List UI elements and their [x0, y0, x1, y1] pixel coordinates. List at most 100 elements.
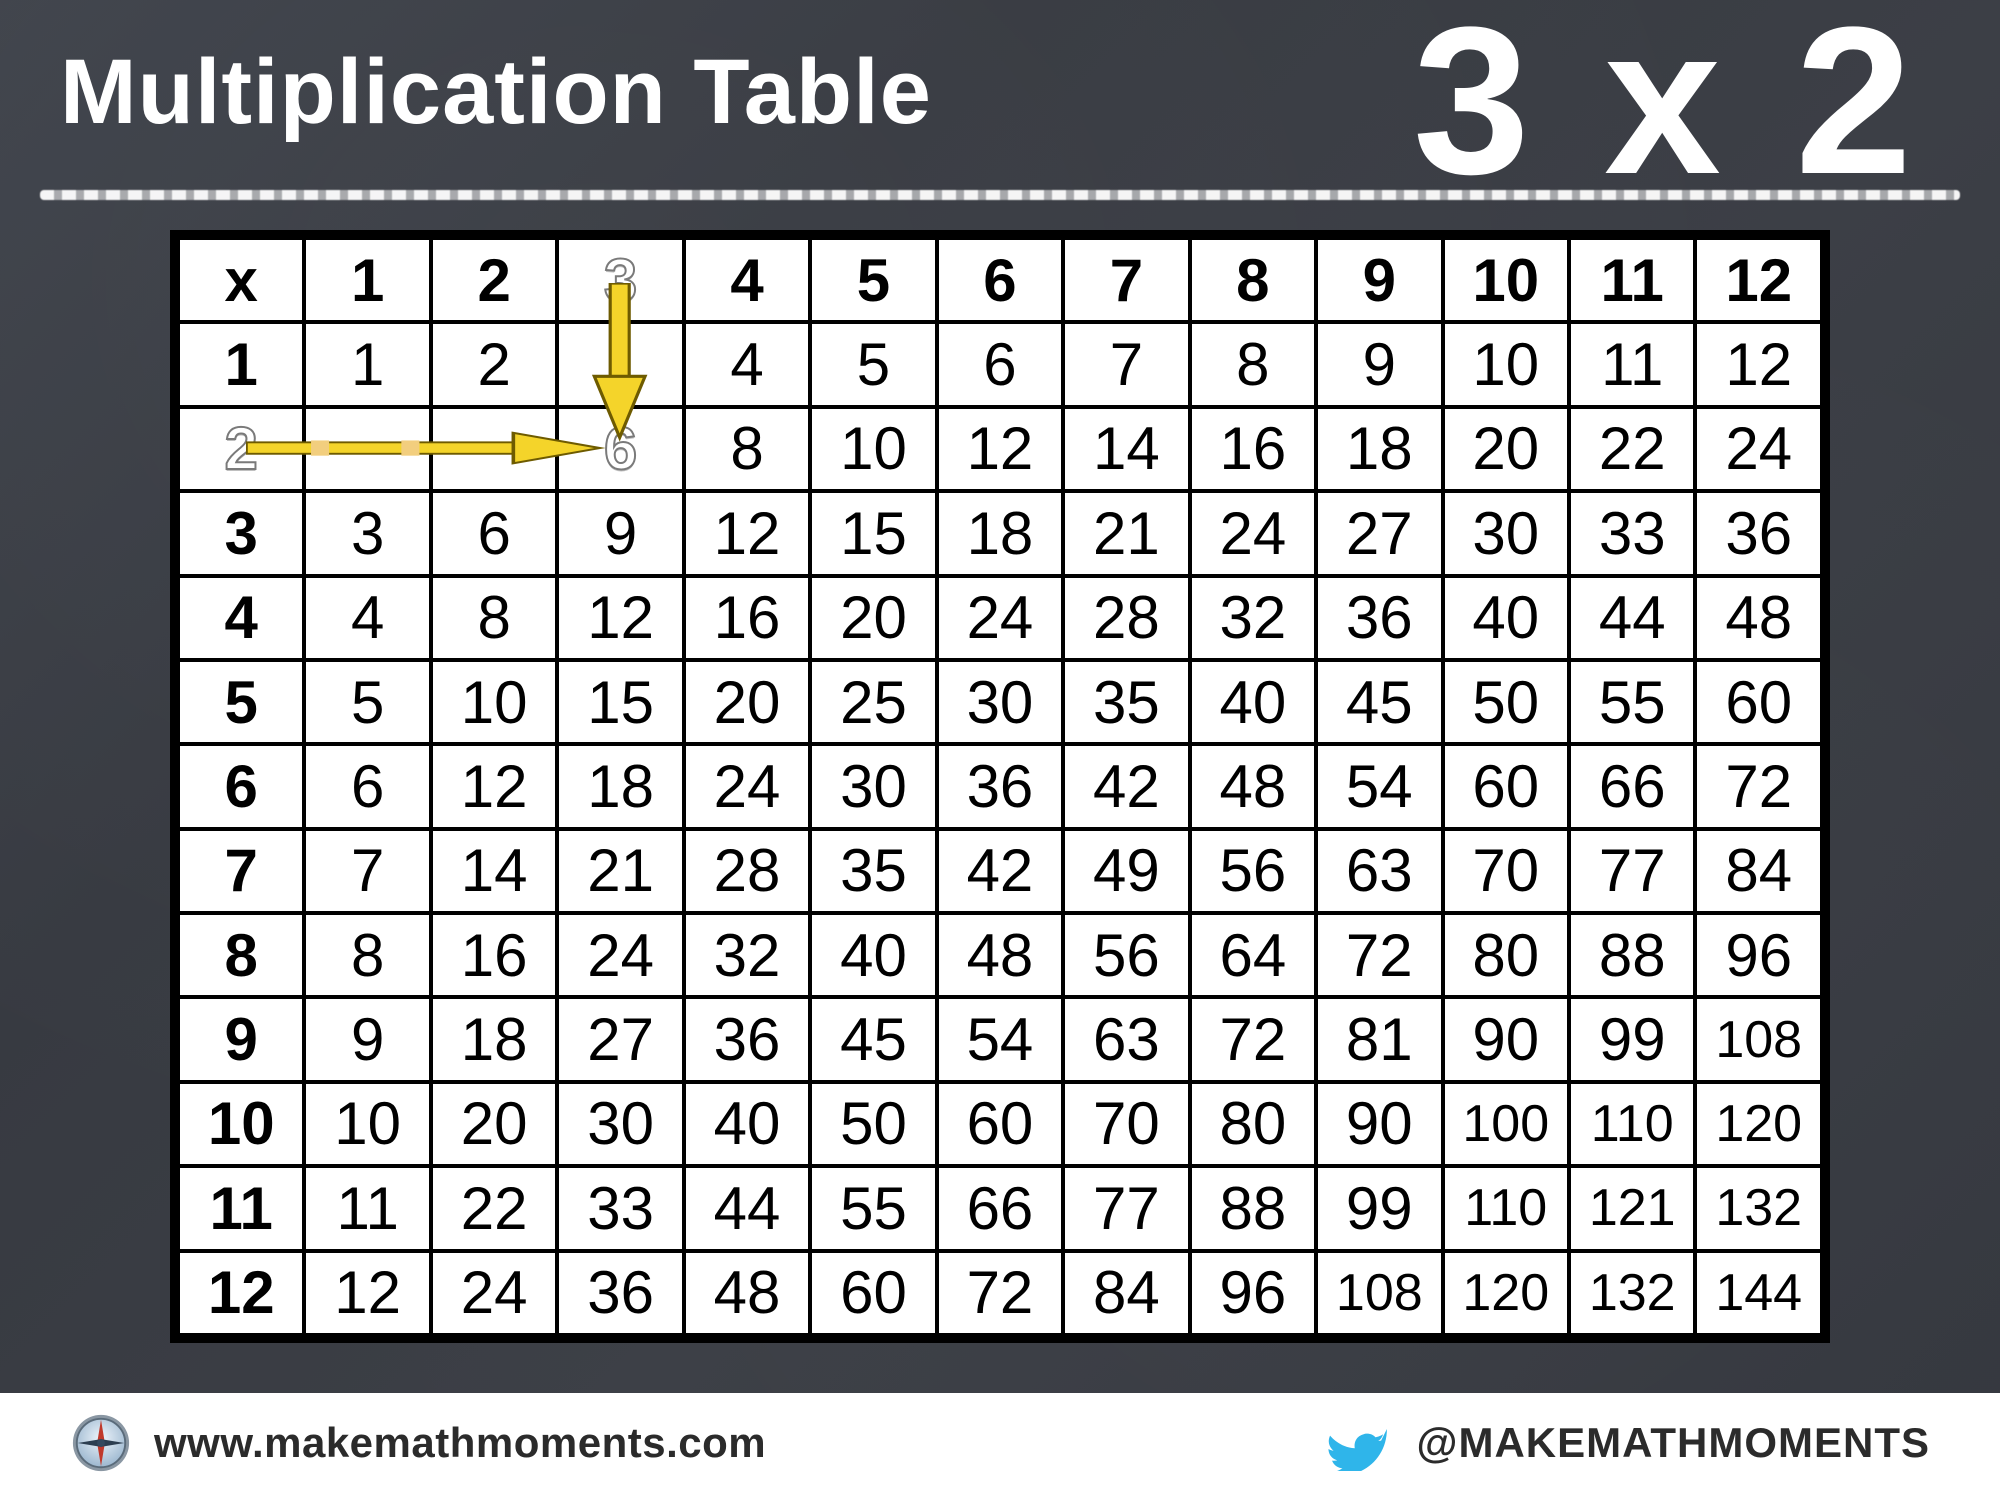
row-header: 10 [178, 1082, 304, 1166]
page-title: Multiplication Table [60, 40, 932, 145]
table-cell: 88 [1190, 1166, 1316, 1250]
col-header: 12 [1695, 238, 1822, 322]
table-cell: 18 [557, 744, 683, 828]
table-cell: 90 [1443, 997, 1569, 1081]
header: Multiplication Table 3 x 2 [0, 0, 2000, 145]
footer-left: www.makemathmoments.com [70, 1412, 766, 1474]
table-cell: 16 [1190, 407, 1316, 491]
table-cell: 4 [304, 576, 430, 660]
col-header: 11 [1569, 238, 1695, 322]
col-header: 7 [1063, 238, 1189, 322]
table-cell: 30 [1443, 491, 1569, 575]
table-cell: 72 [1190, 997, 1316, 1081]
col-header: 5 [810, 238, 936, 322]
table-cell: 48 [684, 1251, 810, 1336]
handle-part-2: MATH [1586, 1419, 1708, 1466]
table-cell: 72 [1316, 913, 1442, 997]
table-cell: 66 [937, 1166, 1063, 1250]
table-cell: 18 [431, 997, 557, 1081]
table-cell: 24 [1190, 491, 1316, 575]
table-cell: 56 [1063, 913, 1189, 997]
chalkboard-background: Multiplication Table 3 x 2 x123456789101… [0, 0, 2000, 1393]
table-cell: 63 [1063, 997, 1189, 1081]
table-cell: 27 [1316, 491, 1442, 575]
table-cell: 20 [431, 1082, 557, 1166]
table-cell: 35 [810, 829, 936, 913]
table-cell: 7 [1063, 322, 1189, 406]
table-cell: 96 [1695, 913, 1822, 997]
table-cell: 81 [1316, 997, 1442, 1081]
table-cell: 30 [937, 660, 1063, 744]
table-cell: 88 [1569, 913, 1695, 997]
table-cell: 15 [810, 491, 936, 575]
table-cell: 72 [1695, 744, 1822, 828]
website-url[interactable]: www.makemathmoments.com [154, 1419, 766, 1467]
table-cell: 20 [810, 576, 936, 660]
table-cell: 8 [684, 407, 810, 491]
table-cell: 120 [1695, 1082, 1822, 1166]
row-header: 6 [178, 744, 304, 828]
table-cell: 77 [1063, 1166, 1189, 1250]
table-cell [431, 407, 557, 491]
table-cell: 5 [304, 660, 430, 744]
chalk-divider [40, 190, 1960, 200]
table-corner: x [178, 238, 304, 322]
table-cell: 22 [1569, 407, 1695, 491]
table-cell: 110 [1443, 1166, 1569, 1250]
table-cell: 132 [1569, 1251, 1695, 1336]
col-header: 10 [1443, 238, 1569, 322]
table-cell: 24 [557, 913, 683, 997]
table-cell: 6 [937, 322, 1063, 406]
table-cell: 80 [1190, 1082, 1316, 1166]
table-cell: 35 [1063, 660, 1189, 744]
table-cell: 72 [937, 1251, 1063, 1336]
table-cell [304, 407, 430, 491]
table-cell: 55 [1569, 660, 1695, 744]
twitter-icon [1325, 1415, 1395, 1471]
table-cell: 14 [1063, 407, 1189, 491]
row-header: 1 [178, 322, 304, 406]
col-header: 6 [937, 238, 1063, 322]
table-cell: 121 [1569, 1166, 1695, 1250]
handle-at: @ [1417, 1419, 1459, 1466]
row-header: 12 [178, 1251, 304, 1336]
table-cell: 77 [1569, 829, 1695, 913]
table-cell: 48 [1695, 576, 1822, 660]
col-header: 9 [1316, 238, 1442, 322]
table-cell: 54 [1316, 744, 1442, 828]
table-cell: 48 [1190, 744, 1316, 828]
table-cell: 40 [1443, 576, 1569, 660]
twitter-handle[interactable]: @MAKEMATHMOMENTS [1417, 1419, 1930, 1467]
table-cell: 20 [1443, 407, 1569, 491]
table-cell: 11 [1569, 322, 1695, 406]
table-cell: 27 [557, 997, 683, 1081]
table-cell: 28 [1063, 576, 1189, 660]
table-cell: 16 [431, 913, 557, 997]
table-cell: 55 [810, 1166, 936, 1250]
table-cell: 44 [684, 1166, 810, 1250]
table-cell: 70 [1063, 1082, 1189, 1166]
table-cell: 30 [557, 1082, 683, 1166]
table-cell: 70 [1443, 829, 1569, 913]
table-cell: 9 [304, 997, 430, 1081]
table-cell: 80 [1443, 913, 1569, 997]
current-problem: 3 x 2 [1413, 0, 1920, 222]
col-header: 4 [684, 238, 810, 322]
table-cell: 40 [1190, 660, 1316, 744]
multiplication-table: x123456789101112112456789101112268101214… [176, 236, 1824, 1337]
table-cell: 33 [1569, 491, 1695, 575]
table-cell: 8 [1190, 322, 1316, 406]
table-cell: 63 [1316, 829, 1442, 913]
table-cell: 36 [557, 1251, 683, 1336]
table-cell: 32 [684, 913, 810, 997]
table-cell: 25 [810, 660, 936, 744]
table-cell: 15 [557, 660, 683, 744]
table-cell: 120 [1443, 1251, 1569, 1336]
table-cell: 30 [810, 744, 936, 828]
table-cell: 1 [304, 322, 430, 406]
table-cell: 12 [684, 491, 810, 575]
table-cell: 84 [1695, 829, 1822, 913]
table-cell: 32 [1190, 576, 1316, 660]
row-header: 5 [178, 660, 304, 744]
table-cell: 64 [1190, 913, 1316, 997]
